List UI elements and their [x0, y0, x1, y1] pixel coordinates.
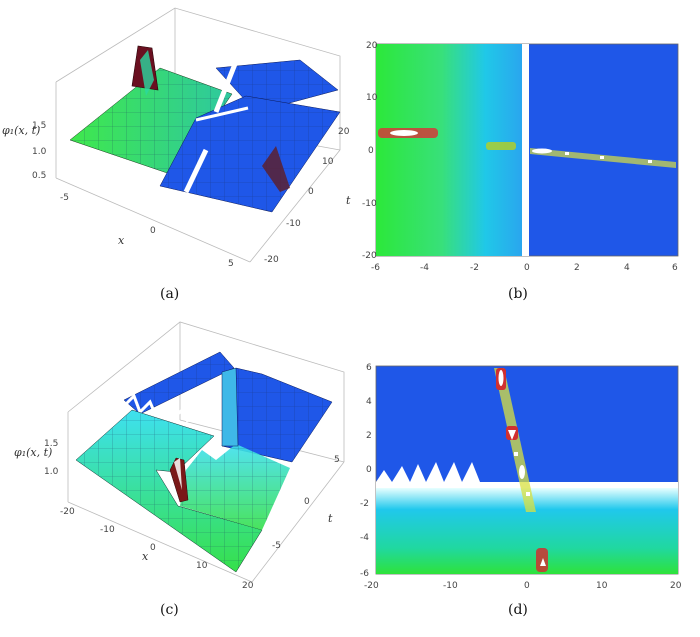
panel-d-saw-teeth — [376, 462, 480, 482]
panel-a-z-tick: 1.5 — [32, 121, 46, 131]
panel-d-y-tick: 6 — [366, 363, 372, 373]
panel-c-t-label: t — [328, 512, 333, 525]
panel-a-z-tick: 1.0 — [32, 147, 47, 157]
panel-b-y-tick: -20 — [362, 251, 377, 261]
panel-d-y-tick: 4 — [366, 397, 372, 407]
panel-b-gap — [522, 44, 529, 256]
panel-a-x-tick: 5 — [228, 259, 234, 269]
panel-a-t-tick: 10 — [322, 157, 334, 167]
panel-b-caption: (b) — [508, 286, 528, 302]
panel-c-peak — [169, 457, 189, 503]
panel-b-x-tick: 0 — [524, 263, 530, 273]
panel-a-z-label: φ₁(x, t) — [2, 124, 40, 137]
panel-d-y-tick: 0 — [366, 465, 372, 475]
panel-b-x-tick: -4 — [420, 263, 429, 273]
panel-d-x-tick: 20 — [670, 581, 682, 591]
panel-d-caption: (d) — [508, 602, 528, 618]
panel-b-x-tick: 4 — [624, 263, 630, 273]
panel-c-x-tick: -10 — [100, 525, 115, 535]
panel-a-caption: (a) — [160, 286, 179, 302]
panel-b-x-tick: -2 — [470, 263, 479, 273]
panel-b-x-tick: -6 — [371, 263, 380, 273]
panel-d-x-tick: -10 — [443, 581, 458, 591]
panel-a-t-tick: -10 — [286, 219, 301, 229]
panel-c-z-label: φ₁(x, t) — [14, 446, 52, 459]
panel-c-x-label: x — [142, 550, 149, 563]
panel-d-soliton-trace — [494, 368, 548, 572]
panel-c-z-tick: 1.0 — [44, 467, 59, 477]
panel-c-caption: (c) — [160, 602, 179, 618]
panel-a-z-tick: 0.5 — [32, 171, 46, 181]
panel-d-y-tick: 2 — [366, 431, 372, 441]
panel-a-x-tick: 0 — [150, 226, 156, 236]
panel-a-x-tick: -5 — [60, 193, 69, 203]
panel-d-x-tick: 10 — [596, 581, 608, 591]
panel-a-x-label: x — [118, 234, 125, 247]
panel-b-x-tick: 2 — [574, 263, 580, 273]
panel-b-y-tick: 0 — [368, 146, 374, 156]
panel-b-soliton-trace — [378, 128, 676, 168]
panel-b-x-tick: 6 — [672, 263, 678, 273]
panel-c: 1.5 1.0 -20 -10 0 10 20 5 0 -5 φ₁(x, t) … — [14, 321, 345, 618]
panel-c-t-tick: 0 — [304, 497, 310, 507]
panel-c-x-tick: 0 — [150, 543, 156, 553]
panel-d-x-tick: 0 — [524, 581, 530, 591]
panel-a-t-label: t — [346, 194, 351, 207]
panel-b-y-tick: -10 — [362, 199, 377, 209]
panel-c-z-tick: 1.5 — [44, 439, 58, 449]
panel-a-t-tick: -20 — [264, 255, 279, 265]
panel-c-t-tick: -5 — [272, 541, 281, 551]
panel-c-t-tick: 5 — [334, 455, 340, 465]
panel-b-y-tick: 10 — [366, 93, 378, 103]
panel-d-y-tick: -4 — [360, 533, 369, 543]
panel-b: 20 10 0 -10 -20 -6 -4 -2 0 2 4 6 (b) — [362, 41, 679, 302]
panel-d: 6 4 2 0 -2 -4 -6 -20 -10 0 10 20 (d) — [360, 363, 682, 618]
panel-c-x-tick: 20 — [242, 581, 254, 591]
panel-a: 1.5 1.0 0.5 -5 0 5 20 10 0 -10 -20 φ₁(x,… — [2, 7, 351, 302]
panel-d-y-tick: -6 — [360, 569, 369, 579]
panel-c-x-tick: 10 — [196, 561, 208, 571]
panel-c-x-tick: -20 — [60, 507, 75, 517]
panel-a-t-tick: 0 — [308, 187, 314, 197]
panel-d-y-tick: -2 — [360, 499, 369, 509]
panel-b-y-tick: 20 — [366, 41, 378, 51]
panel-a-t-tick: 20 — [338, 127, 350, 137]
panel-d-x-tick: -20 — [364, 581, 379, 591]
